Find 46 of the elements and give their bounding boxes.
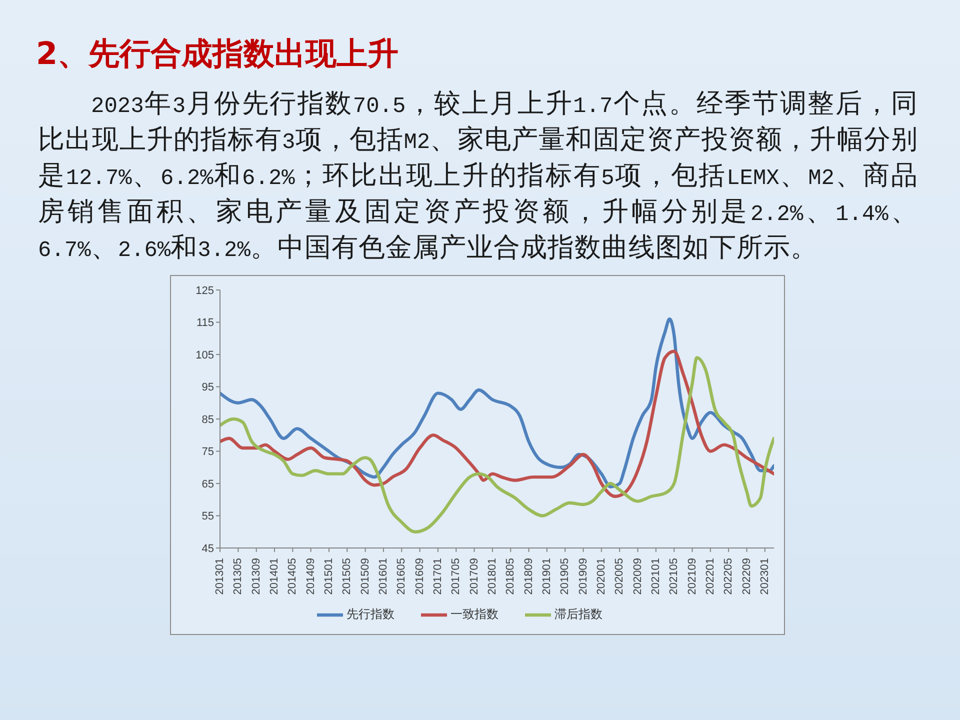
x-tick-label: 201705 [450,558,462,595]
y-tick-label: 95 [202,382,214,394]
x-tick-label: 202301 [758,558,771,595]
x-tick-label: 201409 [304,558,317,595]
line-series [220,356,774,534]
x-tick-label: 201305 [232,558,244,595]
x-tick-label: 202205 [722,558,735,595]
x-tick-label: 201309 [250,558,262,595]
x-tick-label: 202209 [740,558,753,595]
y-tick-label: 125 [196,284,214,297]
x-tick-label: 201605 [396,558,408,595]
x-tick-label: 201505 [341,558,354,595]
x-tick-label: 202001 [595,558,608,595]
x-tick-label: 201301 [214,558,226,595]
x-tick-label: 202005 [614,558,626,595]
legend-label: 滞后指数 [554,607,602,622]
x-tick-label: 201709 [468,558,480,595]
y-tick-label: 45 [202,542,214,555]
x-tick-label: 202201 [704,558,716,595]
x-tick-label: 201901 [540,558,553,595]
x-tick-label: 201501 [322,558,335,595]
x-tick-label: 201805 [504,558,517,595]
y-tick-label: 55 [202,510,214,523]
x-tick-label: 202109 [686,558,698,595]
x-tick-label: 201601 [377,558,390,595]
x-tick-label: 201801 [486,558,498,595]
y-tick-label: 105 [196,349,214,362]
x-tick-label: 202105 [668,558,680,595]
x-tick-label: 202101 [650,558,662,595]
x-tick-label: 202009 [632,558,644,595]
y-tick-label: 85 [202,414,214,426]
y-tick-label: 65 [202,478,214,490]
line-series [220,350,774,498]
chart-title: 2、先行合成指数出现上升 [36,35,399,73]
x-tick-label: 201401 [268,558,280,595]
x-tick-label: 201405 [286,558,299,595]
x-tick-label: 201909 [577,558,590,595]
x-tick-label: 201701 [432,558,444,595]
legend-label: 先行指数 [346,607,394,622]
x-tick-label: 201809 [522,558,535,595]
legend-label: 一致指数 [450,607,498,622]
y-tick-label: 75 [202,446,214,458]
x-tick-label: 201905 [559,558,572,595]
x-tick-label: 201609 [414,558,426,595]
y-tick-label: 115 [196,317,214,330]
x-tick-label: 201509 [359,558,372,595]
